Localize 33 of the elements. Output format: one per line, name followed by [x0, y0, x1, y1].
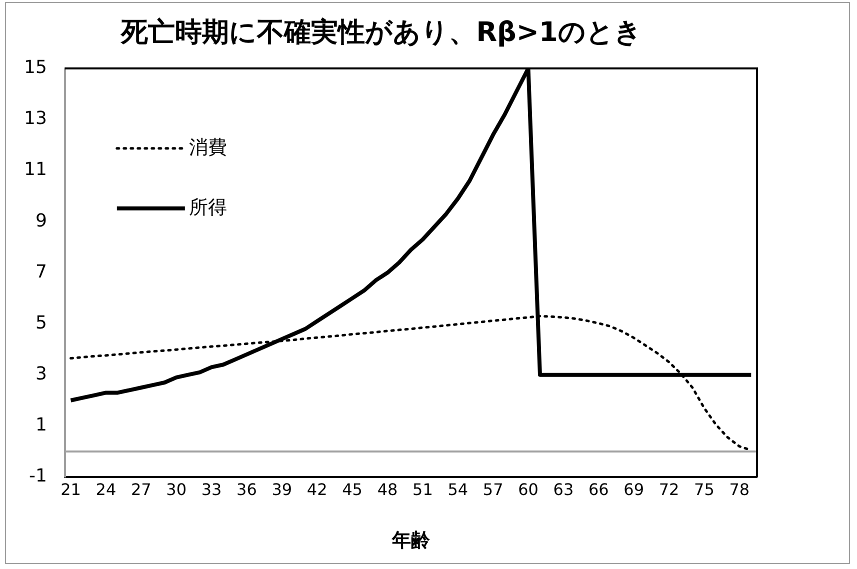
x-tick-label: 78 — [729, 480, 750, 499]
x-tick-label: 45 — [342, 480, 362, 499]
y-tick-label: 3 — [35, 364, 47, 385]
x-axis-title: 年齢 — [390, 530, 431, 552]
y-tick-label: -1 — [28, 466, 47, 487]
x-tick-label: 69 — [624, 480, 644, 499]
chart-title: 死亡時期に不確実性があり、Rβ>1のとき — [120, 17, 642, 48]
x-tick-label: 66 — [588, 480, 609, 499]
x-tick-label: 33 — [201, 480, 222, 499]
x-tick-label: 30 — [166, 480, 187, 499]
y-tick-label: 11 — [24, 159, 47, 180]
y-tick-label: 13 — [24, 108, 47, 130]
y-tick-label: 1 — [35, 414, 47, 436]
y-tick-label: 7 — [35, 261, 47, 282]
x-tick-label: 57 — [482, 480, 504, 499]
y-tick-label: 15 — [24, 57, 47, 78]
legend-label: 消費 — [188, 136, 227, 158]
x-tick-label: 63 — [553, 480, 574, 499]
x-tick-label: 27 — [130, 480, 152, 499]
x-tick-label: 54 — [448, 480, 468, 499]
x-tick-label: 75 — [694, 480, 714, 499]
legend-label: 所得 — [188, 196, 227, 218]
x-tick-label: 48 — [377, 480, 398, 499]
x-tick-label: 36 — [236, 480, 257, 499]
x-tick-label: 60 — [518, 480, 538, 499]
x-tick-label: 42 — [306, 480, 328, 499]
x-tick-label: 39 — [272, 480, 292, 499]
y-tick-label: 5 — [35, 312, 47, 334]
x-tick-label: 72 — [658, 480, 680, 499]
x-tick-label: 21 — [60, 480, 81, 499]
x-tick-label: 24 — [96, 480, 116, 499]
y-tick-label: 9 — [35, 210, 47, 232]
x-tick-label: 51 — [412, 480, 433, 499]
